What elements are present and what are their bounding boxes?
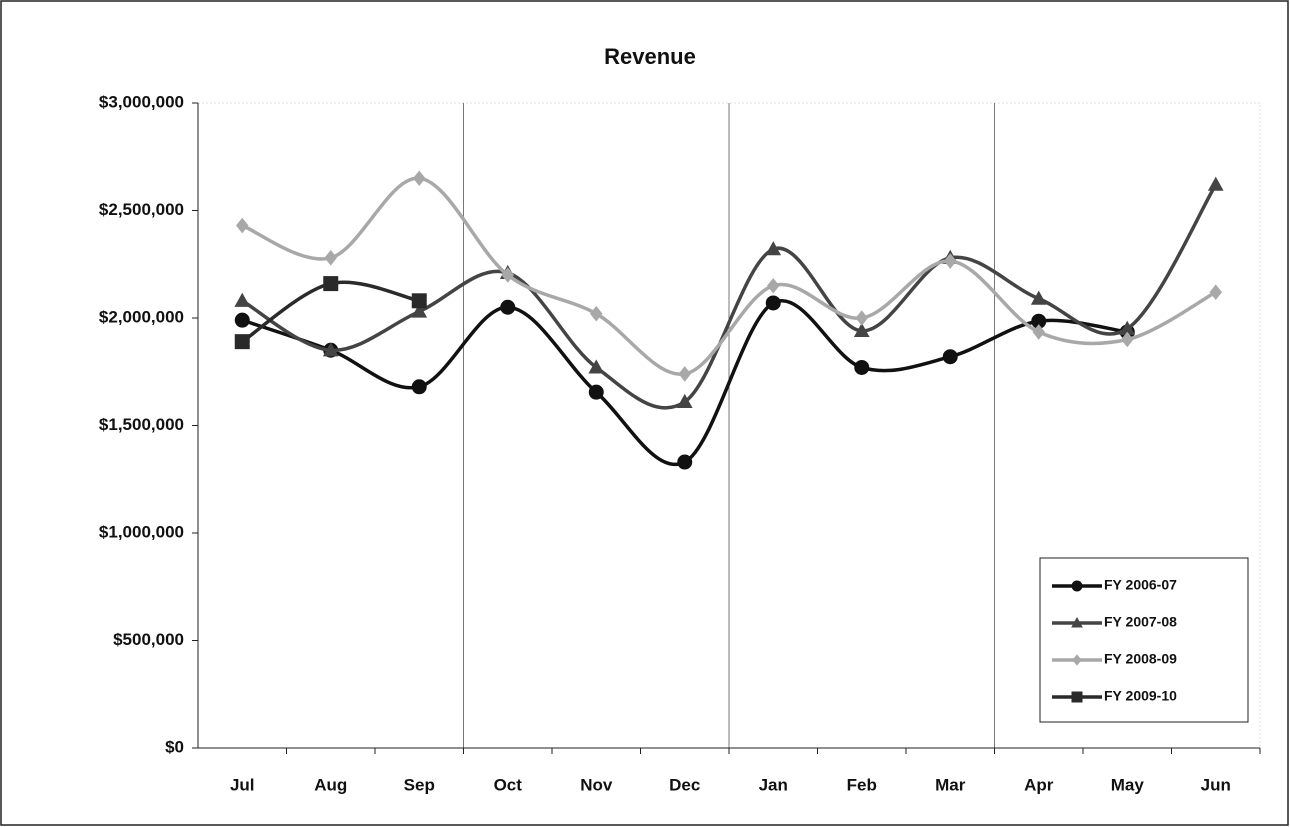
marker <box>1071 616 1083 628</box>
y-tick-label: $1,500,000 <box>99 415 184 434</box>
x-tick-label: Jan <box>759 775 788 794</box>
legend-label: FY 2006-07 <box>1104 577 1177 593</box>
marker <box>500 299 516 315</box>
y-tick-label: $500,000 <box>113 630 184 649</box>
marker <box>588 359 605 374</box>
y-tick-label: $3,000,000 <box>99 92 184 111</box>
marker <box>411 379 427 395</box>
x-tick-label: Dec <box>669 775 700 794</box>
marker <box>854 359 870 375</box>
marker <box>765 241 782 256</box>
marker <box>323 276 339 292</box>
marker <box>324 249 337 266</box>
x-tick-label: Jul <box>230 775 255 794</box>
marker <box>944 253 957 269</box>
marker <box>1071 691 1083 703</box>
marker <box>411 293 427 309</box>
marker <box>1032 324 1045 340</box>
legend-label: FY 2007-08 <box>1104 614 1177 630</box>
x-tick-label: Apr <box>1024 775 1054 794</box>
marker <box>234 292 251 307</box>
x-tick-label: Mar <box>935 775 966 794</box>
marker <box>1209 284 1222 301</box>
x-tick-label: Jun <box>1201 775 1231 794</box>
marker <box>236 217 249 234</box>
marker <box>588 384 604 400</box>
marker <box>765 295 781 311</box>
marker <box>1207 176 1224 191</box>
marker <box>501 267 514 283</box>
marker <box>1030 290 1047 305</box>
x-tick-label: Oct <box>494 775 523 794</box>
marker <box>853 322 870 337</box>
x-tick-label: Feb <box>847 775 877 794</box>
marker <box>767 277 780 294</box>
marker <box>1121 331 1134 348</box>
y-tick-label: $0 <box>165 737 184 756</box>
x-tick-label: Aug <box>314 775 347 794</box>
x-tick-label: Sep <box>404 775 435 794</box>
marker <box>234 312 250 328</box>
legend-label: FY 2009-10 <box>1104 688 1177 704</box>
marker <box>411 303 428 318</box>
x-tick-label: Nov <box>580 775 613 794</box>
marker <box>678 366 691 382</box>
marker <box>413 170 426 187</box>
marker <box>855 310 868 326</box>
marker <box>322 342 339 357</box>
marker <box>590 305 603 322</box>
marker <box>234 334 250 350</box>
marker <box>1072 654 1082 666</box>
marker <box>1071 580 1083 592</box>
chart-title: Revenue <box>604 44 696 69</box>
y-tick-label: $2,000,000 <box>99 307 184 326</box>
marker <box>676 393 693 408</box>
marker <box>677 454 693 470</box>
line <box>241 280 420 344</box>
y-tick-label: $2,500,000 <box>99 200 184 219</box>
x-tick-label: May <box>1111 775 1145 794</box>
legend-label: FY 2008-09 <box>1104 651 1177 667</box>
marker <box>942 349 958 365</box>
y-tick-label: $1,000,000 <box>99 522 184 541</box>
